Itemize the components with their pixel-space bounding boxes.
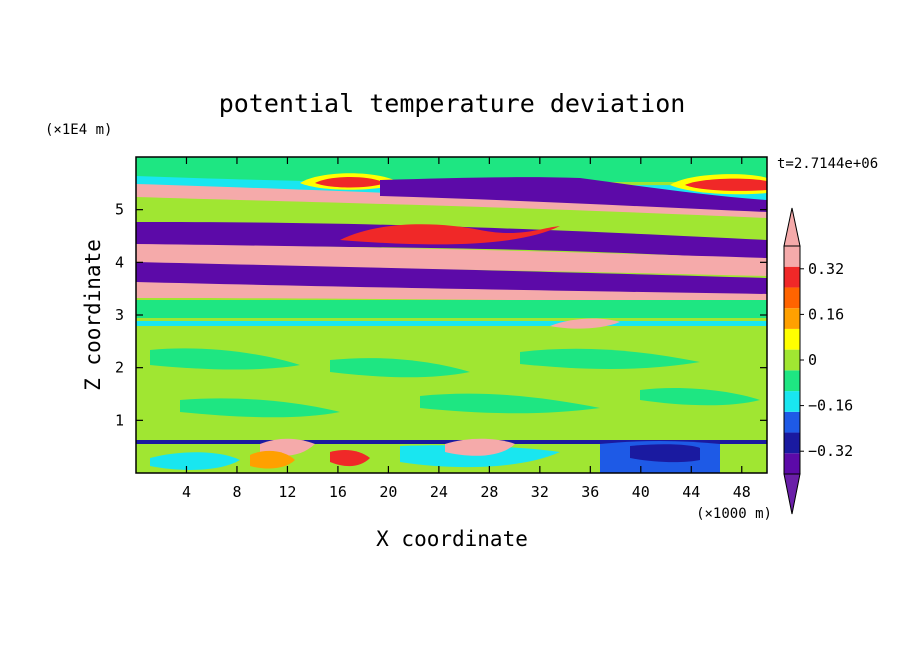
x-tick-label: 48	[733, 483, 751, 501]
x-tick-label: 16	[329, 483, 347, 501]
colorbar-tick-label: 0	[808, 351, 817, 369]
x-tick-label: 24	[430, 483, 448, 501]
purple-band-1	[380, 177, 767, 212]
red-wave	[340, 224, 560, 245]
band-top-green	[136, 157, 767, 182]
x-axis-label: X coordinate	[376, 527, 528, 551]
bottom-cyan-1	[400, 445, 560, 468]
green-patch-5	[420, 393, 600, 414]
x-tick-label: 40	[632, 483, 650, 501]
colorbar-under-triangle	[783, 473, 801, 515]
y-axis-ticks: 1 2 3 4 5	[115, 201, 767, 429]
bottom-pink-2	[445, 438, 515, 456]
green-patch-4	[180, 398, 340, 418]
y-tick-label: 4	[115, 253, 124, 271]
y-tick-label: 2	[115, 359, 124, 377]
pink-band-2	[136, 244, 767, 276]
y-tick-label: 5	[115, 201, 124, 219]
x-axis-ticks: 4 8 12 16 20 24 28 32 36 40 44 48	[182, 157, 751, 501]
bottom-cyan-2	[150, 452, 240, 470]
x-tick-label: 12	[278, 483, 296, 501]
x-tick-label: 28	[480, 483, 498, 501]
pink-patch-mid	[550, 318, 620, 329]
purple-band-3	[136, 262, 767, 298]
warm-patch-right-core	[685, 178, 767, 191]
colorbar-swatch	[784, 266, 800, 288]
colorbar-tick-label: 0.32	[808, 260, 844, 278]
warm-patch-left-core	[315, 177, 385, 188]
colorbar-swatch	[784, 287, 800, 309]
green-patch-6	[640, 388, 760, 406]
bottom-orange	[250, 450, 295, 469]
colorbar-swatch	[784, 453, 800, 474]
colorbar-swatch	[784, 370, 800, 392]
y-tick-label: 1	[115, 411, 124, 429]
blue-line-bottom	[136, 440, 767, 444]
green-patch-1	[150, 348, 300, 370]
green-patch-2	[330, 358, 470, 378]
band-green-mid	[136, 300, 767, 318]
colorbar-swatch	[784, 411, 800, 433]
colorbar-over-triangle	[783, 207, 801, 247]
x-tick-label: 36	[581, 483, 599, 501]
colorbar-tick-label: −0.32	[808, 442, 853, 460]
x-tick-label: 8	[232, 483, 241, 501]
colorbar: 0.32 0.16 0 −0.16 −0.32	[783, 207, 853, 515]
colorbar-swatch	[784, 349, 800, 371]
bottom-red	[330, 450, 370, 467]
y-tick-label: 3	[115, 306, 124, 324]
colorbar-swatch	[784, 308, 800, 329]
time-label: t=2.7144e+06	[777, 156, 878, 172]
chart-title: potential temperature deviation	[219, 89, 686, 118]
colorbar-tick-label: −0.16	[808, 397, 853, 415]
colorbar-tick-label: 0.16	[808, 305, 844, 323]
x-tick-label: 44	[682, 483, 700, 501]
x-unit-label: (×1000 m)	[696, 506, 772, 522]
colorbar-swatch	[784, 328, 800, 350]
y-axis-label: Z coordinate	[81, 239, 105, 391]
colorbar-swatch	[784, 432, 800, 454]
x-tick-label: 4	[182, 483, 191, 501]
colorbar-swatch	[784, 246, 800, 267]
cyan-line-mid	[136, 321, 767, 326]
pink-band-3	[136, 282, 767, 302]
colorbar-swatch	[784, 391, 800, 412]
contour-field	[136, 157, 767, 473]
pink-band-1	[136, 184, 767, 218]
green-patch-3	[520, 348, 700, 369]
x-tick-label: 32	[531, 483, 549, 501]
y-unit-label: (×1E4 m)	[45, 122, 112, 138]
x-tick-label: 20	[379, 483, 397, 501]
bottom-navy-core	[630, 444, 700, 463]
